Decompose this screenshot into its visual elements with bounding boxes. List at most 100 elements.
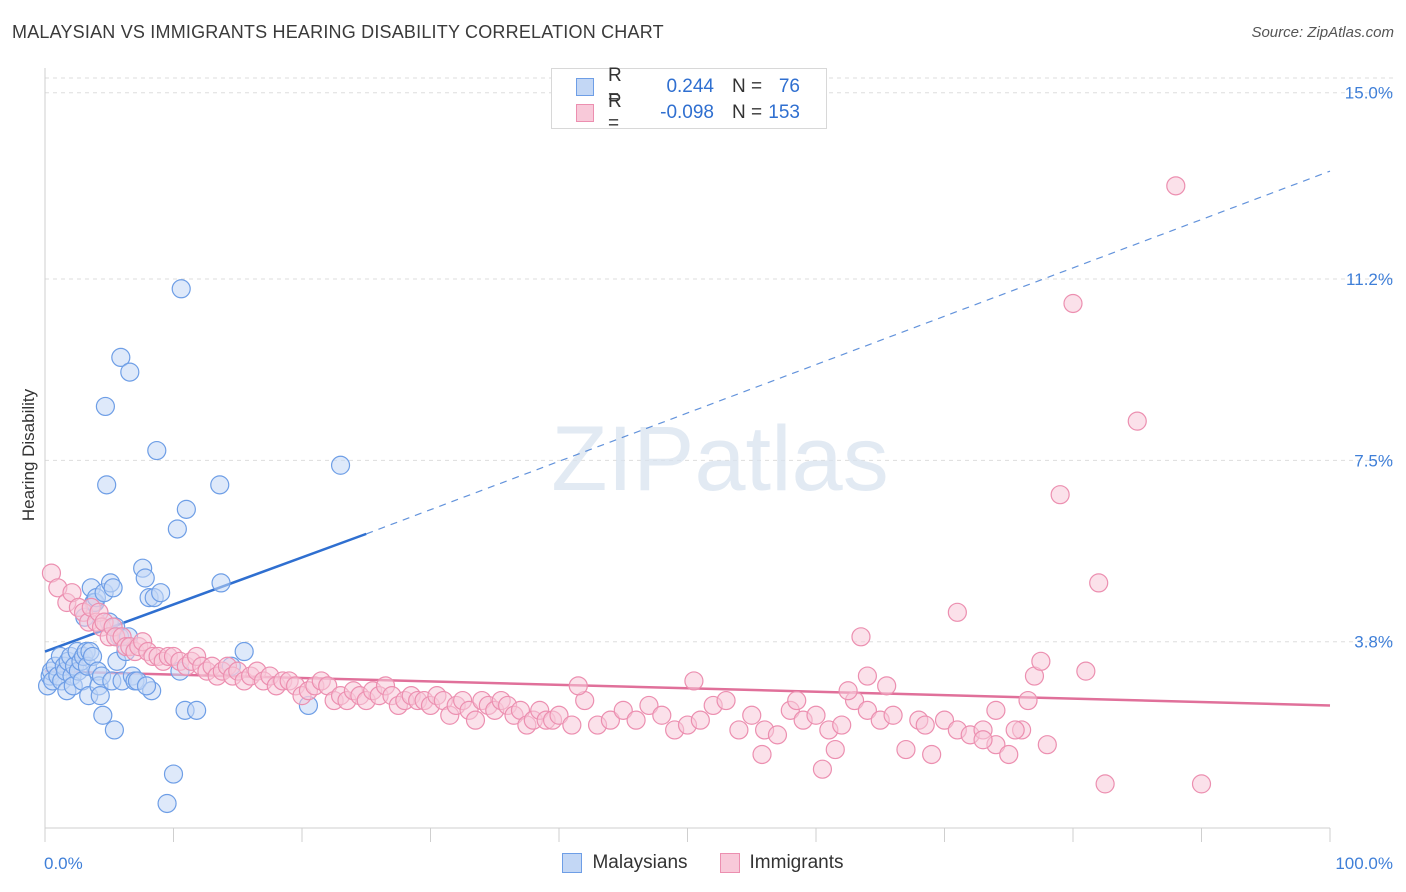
data-point-immigrants xyxy=(934,710,955,730)
data-point-immigrants xyxy=(549,705,569,725)
data-point-immigrants xyxy=(613,700,633,720)
series-immigrants xyxy=(41,176,1212,794)
legend-n-value: 153 xyxy=(768,102,800,123)
axis-labels: 3.8% 7.5% 11.2% 15.0% 0.0% 100.0% Hearing Disa… xyxy=(19,84,1393,873)
data-point-malaysians xyxy=(103,578,123,598)
data-point-malaysians xyxy=(167,519,187,539)
data-point-immigrants xyxy=(652,705,672,725)
series-malaysians xyxy=(37,279,351,814)
data-point-immigrants xyxy=(1037,735,1057,755)
watermark: ZIPatlas xyxy=(551,408,888,510)
axes xyxy=(44,68,1331,842)
data-point-immigrants xyxy=(1050,485,1070,505)
data-point-immigrants xyxy=(752,744,772,765)
correlation-legend: R = 0.244 N = 76 R = -0.098 N = 153 xyxy=(551,65,827,134)
data-point-immigrants xyxy=(1018,690,1038,711)
legend-item-malaysians[interactable]: Malaysians xyxy=(562,852,688,874)
data-point-immigrants xyxy=(626,710,646,730)
data-point-immigrants xyxy=(639,695,659,716)
data-point-immigrants xyxy=(690,710,710,730)
trend-extension-malaysians xyxy=(366,170,1331,535)
data-point-immigrants xyxy=(1089,573,1109,593)
data-point-immigrants xyxy=(1076,661,1096,681)
data-point-immigrants xyxy=(857,700,878,720)
data-point-malaysians xyxy=(111,347,131,368)
data-point-immigrants xyxy=(742,705,762,725)
data-point-immigrants xyxy=(973,730,993,750)
y-tick-label: 3.8% xyxy=(1354,633,1393,652)
y-tick-label: 15.0% xyxy=(1345,84,1393,103)
data-point-immigrants xyxy=(1191,774,1212,794)
data-point-malaysians xyxy=(157,793,177,814)
data-point-immigrants xyxy=(896,739,916,760)
legend-swatch-malaysians xyxy=(576,78,594,96)
data-point-malaysians xyxy=(90,686,110,706)
y-tick-label: 7.5% xyxy=(1354,451,1393,470)
data-point-malaysians xyxy=(93,705,113,725)
data-point-malaysians xyxy=(136,676,157,696)
data-points xyxy=(37,176,1212,814)
legend-item-immigrants[interactable]: Immigrants xyxy=(719,852,844,874)
legend-r-value: -0.098 xyxy=(660,102,714,123)
data-point-malaysians xyxy=(187,700,207,720)
data-point-immigrants xyxy=(562,715,582,735)
legend-n-label: N = xyxy=(732,102,763,123)
legend-swatch-immigrants xyxy=(576,104,594,122)
legend-row-malaysians: R = 0.244 N = 76 xyxy=(576,65,800,108)
legend-swatch-immigrants xyxy=(719,853,740,873)
data-point-immigrants xyxy=(883,705,903,725)
data-point-malaysians xyxy=(97,475,117,495)
data-point-malaysians xyxy=(171,279,191,299)
legend-n-value: 76 xyxy=(778,76,800,97)
data-point-immigrants xyxy=(716,690,736,711)
data-point-immigrants xyxy=(1127,411,1147,431)
data-point-malaysians xyxy=(211,573,231,593)
data-point-immigrants xyxy=(1005,720,1025,740)
data-point-malaysians xyxy=(104,720,124,740)
x-tick-label-min: 0.0% xyxy=(44,854,83,873)
data-point-immigrants xyxy=(1095,774,1115,794)
legend-row-immigrants: R = -0.098 N = 153 xyxy=(576,91,800,134)
legend-r-value: 0.244 xyxy=(666,76,714,97)
data-point-immigrants xyxy=(832,715,852,735)
data-point-malaysians xyxy=(95,396,115,417)
x-tick-label-max: 100.0% xyxy=(1335,854,1393,873)
data-point-immigrants xyxy=(600,710,621,730)
data-point-immigrants xyxy=(922,744,942,765)
data-point-immigrants xyxy=(857,666,878,686)
legend-r-label: R = xyxy=(608,65,622,108)
data-point-malaysians xyxy=(176,499,196,519)
data-point-immigrants xyxy=(1063,293,1083,314)
data-point-malaysians xyxy=(147,440,167,461)
data-point-immigrants xyxy=(915,715,935,735)
legend-r-label: R = xyxy=(608,91,622,134)
data-point-immigrants xyxy=(1031,651,1051,671)
data-point-immigrants xyxy=(729,720,749,740)
series-legend: Malaysians Immigrants xyxy=(0,852,1406,874)
chart-title: MALAYSIAN VS IMMIGRANTS HEARING DISABILI… xyxy=(12,22,664,42)
data-point-immigrants xyxy=(877,676,897,696)
data-point-immigrants xyxy=(806,705,826,725)
data-point-malaysians xyxy=(330,455,351,475)
y-tick-label: 11.2% xyxy=(1346,270,1393,289)
data-point-immigrants xyxy=(825,739,845,760)
data-point-immigrants xyxy=(787,690,807,711)
data-point-immigrants xyxy=(851,627,871,647)
data-point-immigrants xyxy=(999,744,1019,765)
data-point-immigrants xyxy=(986,700,1006,720)
legend-swatch-malaysians xyxy=(562,853,583,873)
data-point-immigrants xyxy=(1166,176,1186,196)
data-point-immigrants xyxy=(684,671,704,691)
data-point-malaysians xyxy=(210,475,230,495)
legend-label-immigrants: Immigrants xyxy=(749,852,844,873)
legend-label-malaysians: Malaysians xyxy=(592,852,688,873)
data-point-immigrants xyxy=(838,681,858,701)
data-point-malaysians xyxy=(120,362,140,382)
data-point-immigrants xyxy=(465,710,486,730)
data-point-immigrants xyxy=(812,759,833,779)
data-point-immigrants xyxy=(947,602,967,622)
data-point-immigrants xyxy=(767,725,788,745)
data-point-immigrants xyxy=(568,676,588,696)
data-point-malaysians xyxy=(234,641,254,662)
